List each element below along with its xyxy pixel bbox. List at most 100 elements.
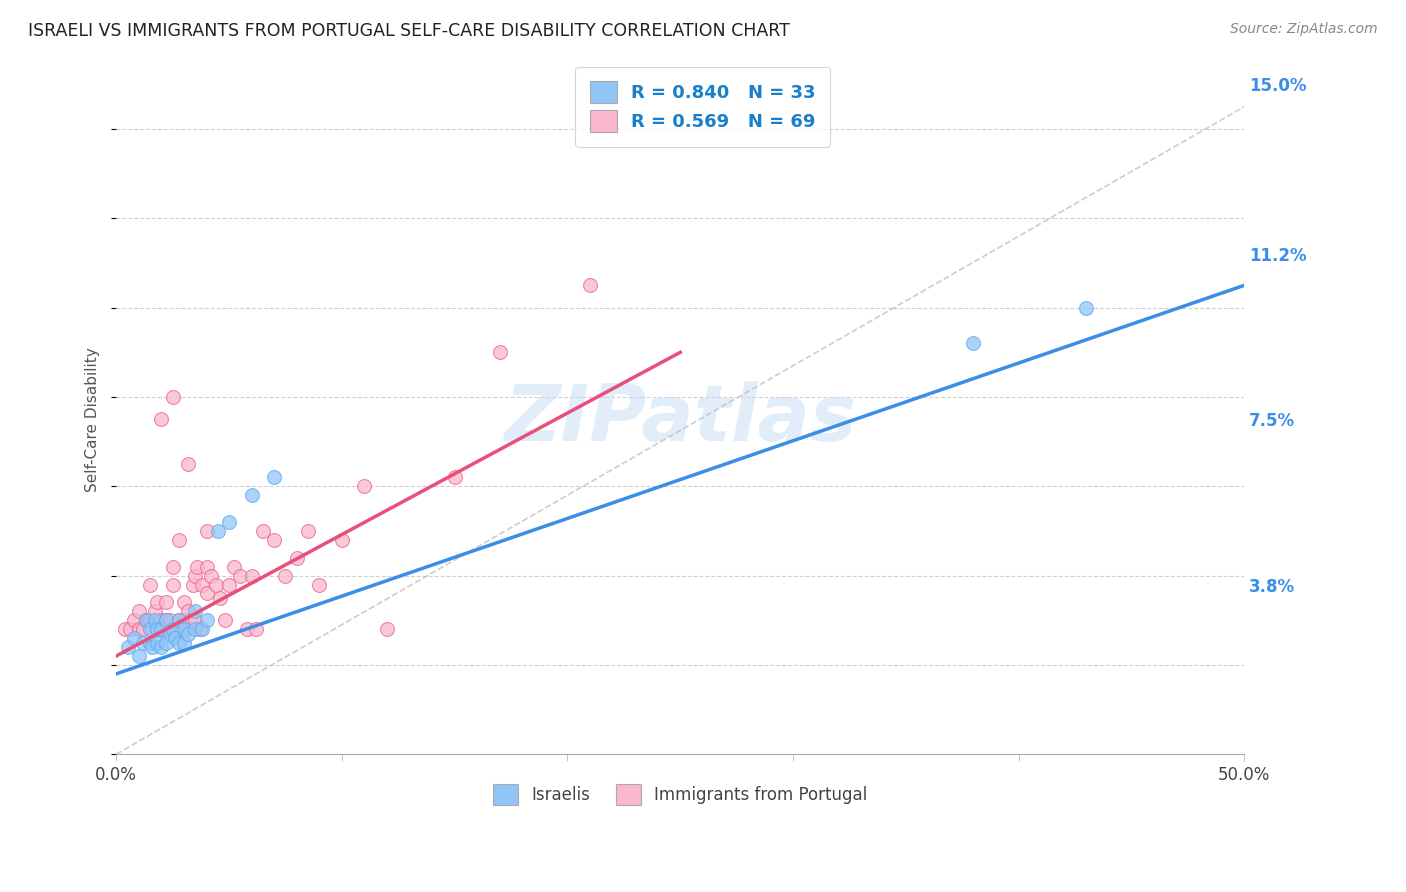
Legend: Israelis, Immigrants from Portugal: Israelis, Immigrants from Portugal	[485, 776, 876, 813]
Point	[143, 613, 166, 627]
Point	[141, 640, 163, 654]
Point	[146, 622, 169, 636]
Point	[240, 488, 263, 502]
Point	[159, 613, 181, 627]
Point	[148, 622, 170, 636]
Point	[181, 577, 204, 591]
Point	[184, 613, 207, 627]
Point	[222, 559, 245, 574]
Point	[152, 622, 174, 636]
Point	[169, 533, 191, 547]
Point	[146, 622, 169, 636]
Point	[128, 622, 150, 636]
Point	[195, 524, 218, 538]
Point	[150, 412, 173, 426]
Point	[146, 635, 169, 649]
Text: ISRAELI VS IMMIGRANTS FROM PORTUGAL SELF-CARE DISABILITY CORRELATION CHART: ISRAELI VS IMMIGRANTS FROM PORTUGAL SELF…	[28, 22, 790, 40]
Point	[263, 533, 285, 547]
Point	[208, 591, 231, 605]
Point	[375, 622, 398, 636]
Point	[139, 613, 162, 627]
Point	[124, 631, 146, 645]
Point	[218, 577, 240, 591]
Point	[139, 622, 162, 636]
Point	[135, 613, 157, 627]
Point	[240, 568, 263, 582]
Point	[200, 568, 222, 582]
Point	[139, 577, 162, 591]
Point	[297, 524, 319, 538]
Point	[229, 568, 252, 582]
Point	[124, 613, 146, 627]
Point	[218, 515, 240, 529]
Point	[162, 622, 184, 636]
Point	[443, 470, 465, 484]
Point	[285, 550, 308, 565]
Point	[159, 626, 181, 640]
Point	[169, 613, 191, 627]
Point	[166, 622, 188, 636]
Point	[162, 559, 184, 574]
Point	[128, 648, 150, 663]
Point	[191, 577, 214, 591]
Point	[308, 577, 330, 591]
Point	[177, 604, 200, 618]
Point	[177, 626, 200, 640]
Point	[245, 622, 267, 636]
Point	[195, 613, 218, 627]
Point	[141, 622, 163, 636]
Point	[173, 635, 195, 649]
Point	[330, 533, 353, 547]
Point	[157, 622, 180, 636]
Y-axis label: Self-Care Disability: Self-Care Disability	[86, 347, 100, 491]
Point	[252, 524, 274, 538]
Point	[1076, 301, 1098, 315]
Point	[128, 604, 150, 618]
Point	[136, 613, 159, 627]
Point	[214, 613, 236, 627]
Point	[143, 604, 166, 618]
Point	[150, 613, 173, 627]
Point	[135, 613, 157, 627]
Point	[118, 622, 141, 636]
Point	[186, 559, 208, 574]
Point	[150, 622, 173, 636]
Point	[180, 613, 202, 627]
Point	[155, 613, 177, 627]
Point	[139, 635, 162, 649]
Point	[170, 622, 193, 636]
Point	[173, 622, 195, 636]
Text: Source: ZipAtlas.com: Source: ZipAtlas.com	[1230, 22, 1378, 37]
Point	[962, 336, 984, 351]
Point	[353, 479, 375, 493]
Point	[207, 524, 229, 538]
Point	[184, 604, 207, 618]
Point	[579, 278, 602, 293]
Point	[236, 622, 259, 636]
Point	[146, 595, 169, 609]
Point	[191, 622, 214, 636]
Point	[150, 622, 173, 636]
Point	[169, 635, 191, 649]
Point	[155, 613, 177, 627]
Point	[114, 622, 136, 636]
Point	[184, 568, 207, 582]
Text: ZIPatlas: ZIPatlas	[505, 381, 856, 458]
Point	[184, 622, 207, 636]
Point	[162, 622, 184, 636]
Point	[150, 640, 173, 654]
Point	[155, 635, 177, 649]
Point	[132, 622, 155, 636]
Point	[173, 613, 195, 627]
Point	[488, 345, 510, 359]
Point	[204, 577, 226, 591]
Point	[162, 577, 184, 591]
Point	[274, 568, 297, 582]
Point	[132, 635, 155, 649]
Point	[163, 622, 186, 636]
Point	[195, 559, 218, 574]
Point	[162, 390, 184, 404]
Point	[174, 622, 197, 636]
Point	[195, 586, 218, 600]
Point	[155, 595, 177, 609]
